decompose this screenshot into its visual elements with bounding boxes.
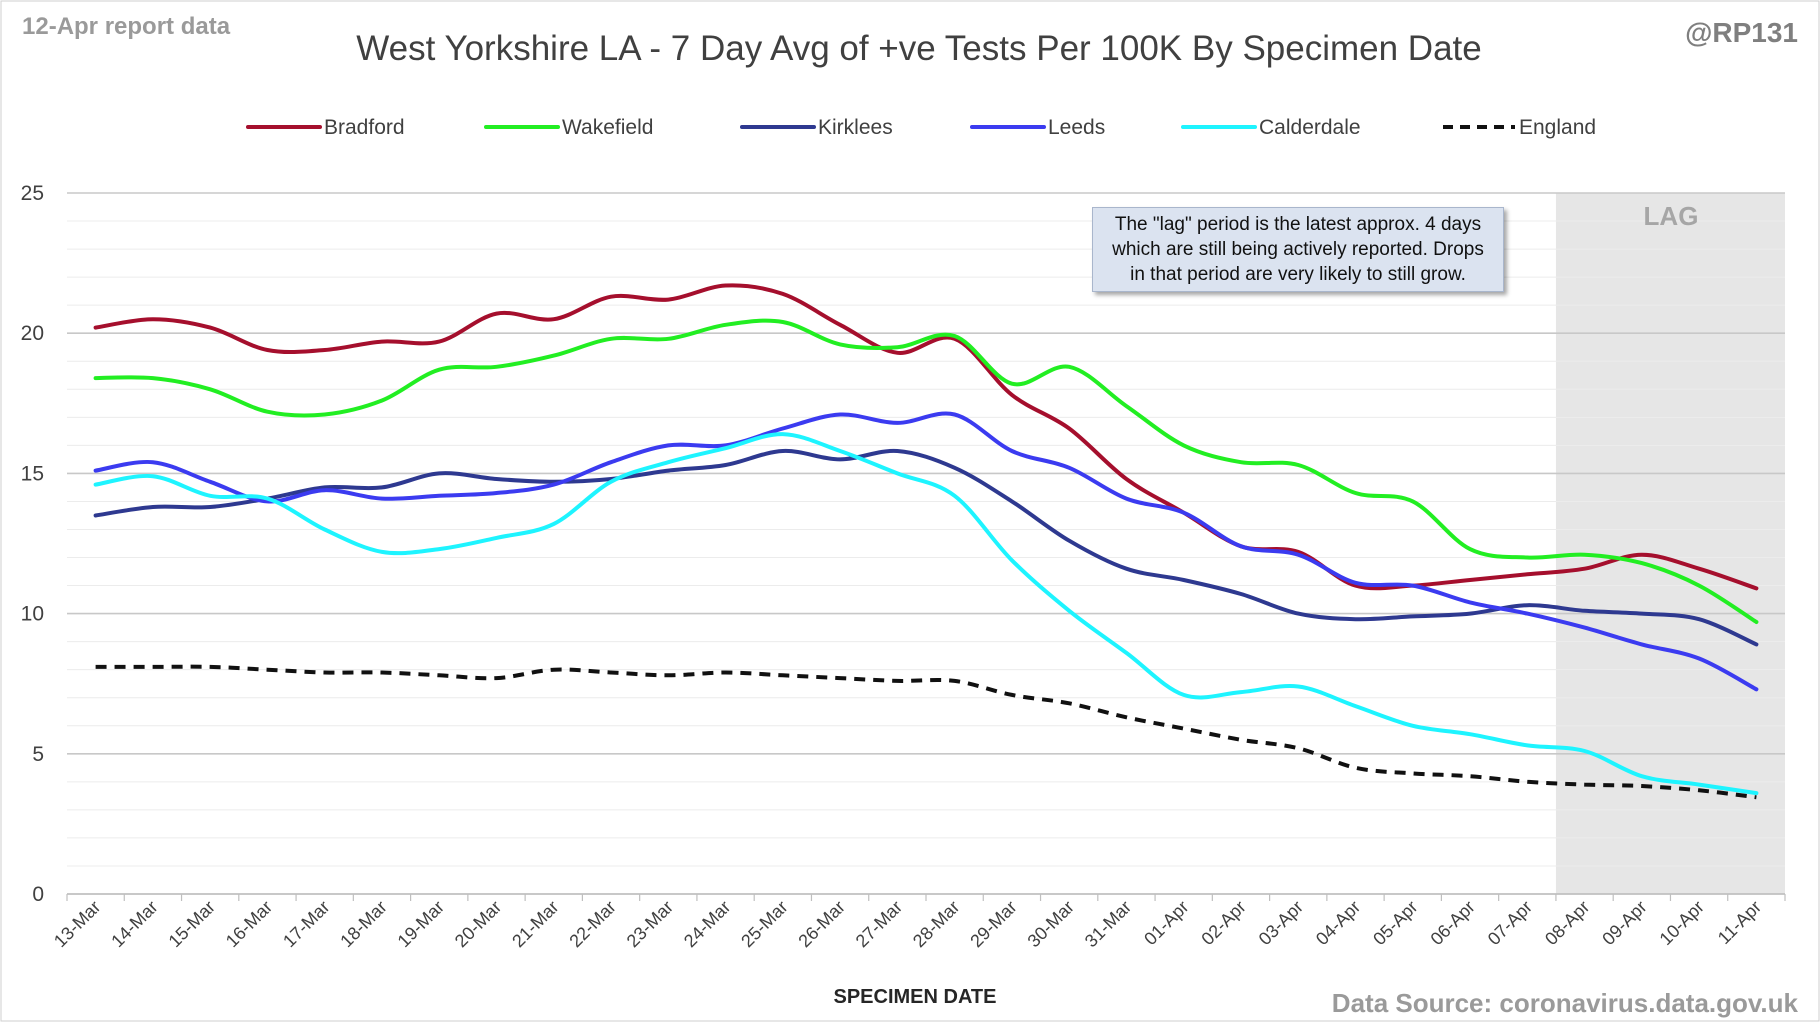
legend-label-leeds: Leeds xyxy=(1048,116,1105,139)
legend-label-calderdale: Calderdale xyxy=(1259,116,1361,139)
y-tick-label: 0 xyxy=(32,883,44,906)
lag-label: LAG xyxy=(1644,201,1699,231)
y-tick-label: 20 xyxy=(21,322,44,345)
lag-note-text: The "lag" period is the latest approx. 4… xyxy=(1103,212,1493,287)
chart-title: West Yorkshire LA - 7 Day Avg of +ve Tes… xyxy=(356,29,1481,68)
chart-frame xyxy=(1,1,1819,1021)
data-source: Data Source: coronavirus.data.gov.uk xyxy=(1332,988,1799,1018)
author-handle: @RP131 xyxy=(1685,17,1798,48)
legend-label-wakefield: Wakefield xyxy=(562,116,653,139)
y-tick-label: 15 xyxy=(21,462,44,485)
y-tick-label: 5 xyxy=(32,743,44,766)
y-tick-label: 10 xyxy=(21,603,44,626)
x-axis-label: SPECIMEN DATE xyxy=(834,986,997,1008)
lag-note-box: The "lag" period is the latest approx. 4… xyxy=(1092,207,1504,292)
line-chart: 0510152025 13-Mar 14-Mar 15-Mar 16-Mar 17-Ma… xyxy=(0,0,1820,1022)
y-tick-label: 25 xyxy=(21,182,44,205)
legend-label-bradford: Bradford xyxy=(324,116,405,139)
legend-label-kirklees: Kirklees xyxy=(818,116,893,139)
legend-label-england: England xyxy=(1519,116,1596,139)
report-label: 12-Apr report data xyxy=(22,13,231,40)
